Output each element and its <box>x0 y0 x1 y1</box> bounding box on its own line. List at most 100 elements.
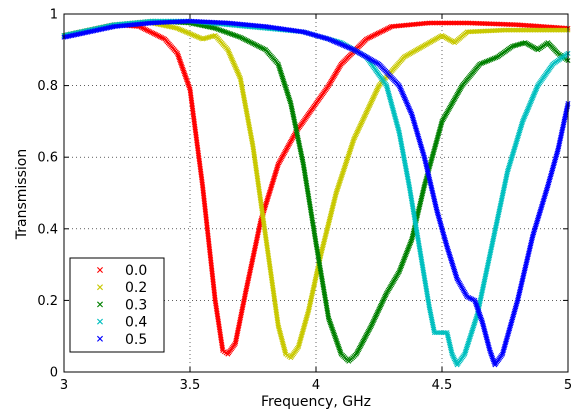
y-tick-label: 0 <box>50 366 58 381</box>
data-point <box>505 169 511 175</box>
data-point <box>396 83 402 89</box>
data-point <box>522 40 528 46</box>
y-axis-label: Transmission <box>14 149 30 240</box>
data-point <box>384 83 390 89</box>
data-point <box>346 358 352 364</box>
data-marker <box>220 346 226 352</box>
data-point <box>333 190 339 196</box>
data-point <box>535 47 541 53</box>
data-point <box>212 25 218 31</box>
data-point <box>237 75 243 81</box>
data-point <box>464 294 470 300</box>
data-point <box>326 36 332 42</box>
data-point <box>452 40 458 46</box>
data-point <box>225 20 231 26</box>
data-point <box>444 244 450 250</box>
x-tick-label: 4 <box>312 378 320 393</box>
x-tick-label: 3 <box>60 378 68 393</box>
data-point <box>502 27 508 33</box>
data-point <box>174 50 180 56</box>
data-point <box>283 351 289 357</box>
data-point <box>426 20 432 26</box>
y-tick-label: 1 <box>50 8 58 23</box>
data-point <box>162 36 168 42</box>
data-point <box>439 32 445 38</box>
legend-entry: 0.3 <box>125 297 147 313</box>
legend-marker <box>97 335 103 342</box>
plot-data <box>61 18 571 368</box>
data-marker <box>437 330 443 336</box>
legend-entry: 0.2 <box>125 280 147 296</box>
data-point <box>275 161 281 167</box>
data-marker <box>440 330 446 336</box>
data-point <box>499 351 505 357</box>
data-point <box>530 233 536 239</box>
data-point <box>326 83 332 89</box>
data-point <box>479 319 485 325</box>
data-point <box>149 20 155 26</box>
y-tick-label: 0.8 <box>37 79 58 94</box>
data-point <box>487 348 493 354</box>
data-point <box>263 233 269 239</box>
data-point <box>434 208 440 214</box>
data-marker <box>439 330 445 336</box>
data-point <box>389 24 395 30</box>
data-point <box>406 183 412 189</box>
data-point <box>439 118 445 124</box>
data-marker <box>435 330 441 336</box>
y-tick-label: 0.2 <box>37 294 58 309</box>
data-point <box>232 340 238 346</box>
data-point <box>187 18 193 24</box>
data-point <box>212 297 218 303</box>
data-point <box>313 240 319 246</box>
data-point <box>464 29 470 35</box>
data-point <box>242 290 248 296</box>
data-point <box>305 308 311 314</box>
data-point <box>275 322 281 328</box>
data-point <box>288 355 294 361</box>
data-point <box>263 47 269 53</box>
legend-entry: 0.4 <box>125 315 147 331</box>
x-tick-label: 3.5 <box>180 378 201 393</box>
data-point <box>550 61 556 67</box>
data-point <box>351 136 357 142</box>
data-point <box>477 61 483 67</box>
data-point <box>200 183 206 189</box>
data-point <box>220 348 226 354</box>
data-point <box>515 297 521 303</box>
legend-entry: 0.5 <box>125 332 147 348</box>
data-point <box>426 305 432 311</box>
data-point <box>555 50 561 56</box>
data-point <box>449 351 455 357</box>
data-point <box>464 20 470 26</box>
data-point <box>421 183 427 189</box>
legend-marker <box>97 284 103 291</box>
y-tick-label: 0.6 <box>37 151 58 166</box>
data-point <box>494 54 500 60</box>
data-point <box>545 183 551 189</box>
data-point <box>351 47 357 53</box>
data-point <box>174 25 180 31</box>
plot-frame <box>63 13 569 373</box>
data-point <box>454 362 460 368</box>
data-point <box>454 276 460 282</box>
data-point <box>416 244 422 250</box>
data-point <box>225 351 231 357</box>
legend-box <box>69 257 165 353</box>
data-point <box>459 83 465 89</box>
data-point <box>472 297 478 303</box>
data-point <box>300 161 306 167</box>
data-point <box>212 32 218 38</box>
data-point <box>376 61 382 67</box>
legend-marker <box>97 267 103 273</box>
data-point <box>363 36 369 42</box>
data-point <box>396 129 402 135</box>
data-marker <box>439 120 445 126</box>
data-marker <box>433 330 439 336</box>
data-point <box>492 362 498 368</box>
y-tick-label: 0.4 <box>37 222 58 237</box>
data-point <box>353 351 359 357</box>
x-tick-label: 4.5 <box>432 378 453 393</box>
data-point <box>409 237 415 243</box>
